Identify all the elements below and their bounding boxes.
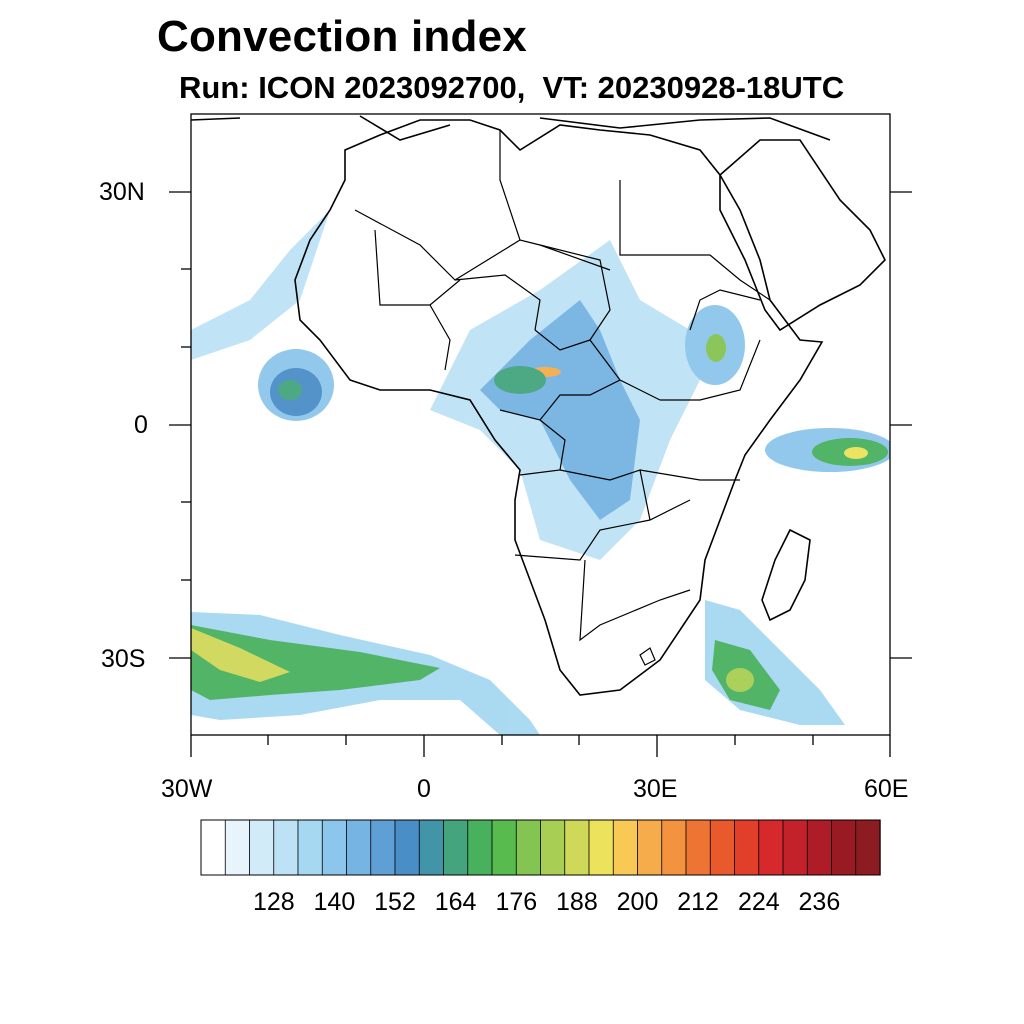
colorbar-swatch — [612, 819, 639, 876]
madagascar-coastline — [761, 528, 811, 622]
colorbar-swatch — [467, 819, 493, 876]
colorbar-label: 236 — [798, 888, 841, 916]
colorbar-swatch — [394, 819, 420, 876]
x-tick-label-60e: 60E — [864, 775, 909, 803]
colorbar-swatch — [564, 819, 590, 876]
blob-ethiopia-core — [706, 334, 726, 362]
tick-marks — [169, 191, 912, 757]
colorbar-swatch — [709, 819, 736, 876]
arabia-coastline — [719, 139, 886, 332]
blob-gulf-guinea-peak — [278, 380, 302, 400]
colorbar-swatch — [273, 819, 299, 876]
colorbar-swatch — [443, 819, 469, 876]
colorbar-swatch — [588, 819, 614, 876]
y-tick-label-30s: 30S — [101, 645, 146, 673]
colorbar-swatch — [758, 819, 784, 876]
colorbar-swatch — [200, 819, 226, 876]
colorbar-swatch — [346, 819, 372, 876]
colorbar-swatch — [515, 819, 542, 876]
colorbar-label: 212 — [677, 888, 719, 916]
x-tick-label-30e: 30E — [633, 775, 678, 803]
colorbar-swatch — [418, 819, 445, 876]
blob-south-atlantic-peak — [191, 628, 290, 682]
x-tick-label-0: 0 — [417, 775, 431, 803]
colorbar-swatch — [734, 819, 760, 876]
colorbar-label: 200 — [616, 888, 659, 916]
blob-mozambique-peak — [726, 668, 754, 692]
colorbar-swatch — [224, 819, 251, 876]
colorbar-swatch — [540, 819, 566, 876]
colorbar-label: 224 — [737, 888, 780, 916]
colorbar-swatch — [831, 819, 857, 876]
colorbar-swatch — [491, 819, 517, 876]
colorbar-label: 128 — [252, 888, 295, 916]
colorbar-swatch — [685, 819, 711, 876]
x-tick-label-30w: 30W — [161, 775, 213, 803]
colorbar-label: 152 — [374, 888, 416, 916]
blob-central-africa-core — [480, 300, 640, 520]
colorbar-swatch — [297, 819, 323, 876]
colorbar-label: 176 — [495, 888, 538, 916]
blob-central-africa-mid — [494, 366, 546, 394]
colorbar-swatch — [370, 819, 396, 876]
coastlines — [191, 115, 886, 696]
blob-south-atlantic-core — [191, 625, 440, 700]
blob-indian-ocean-peak — [844, 447, 868, 459]
y-tick-label-0: 0 — [134, 411, 148, 439]
country-borders — [354, 130, 771, 666]
map-plot-area — [191, 115, 890, 735]
colorbar-swatch — [637, 819, 663, 876]
y-tick-label-30n: 30N — [99, 178, 145, 206]
chart-subtitle: Run: ICON 2023092700, VT: 20230928-18UTC — [179, 70, 845, 105]
colorbar-label: 164 — [434, 888, 477, 916]
colorbar-swatch — [855, 819, 881, 876]
europe-coastline — [191, 115, 831, 141]
colorbar-label: 188 — [556, 888, 598, 916]
colorbar — [200, 819, 881, 876]
colorbar-swatch — [249, 819, 275, 876]
colorbar-label: 140 — [313, 888, 356, 916]
chart-title: Convection index — [157, 12, 527, 61]
colorbar-swatch — [782, 819, 808, 876]
convection-field — [191, 210, 890, 735]
colorbar-outline — [200, 819, 881, 876]
colorbar-swatch — [806, 819, 833, 876]
colorbar-swatch — [321, 819, 348, 876]
blob-northwest — [191, 210, 330, 360]
africa-coastline — [294, 119, 824, 696]
colorbar-swatch — [661, 819, 687, 876]
